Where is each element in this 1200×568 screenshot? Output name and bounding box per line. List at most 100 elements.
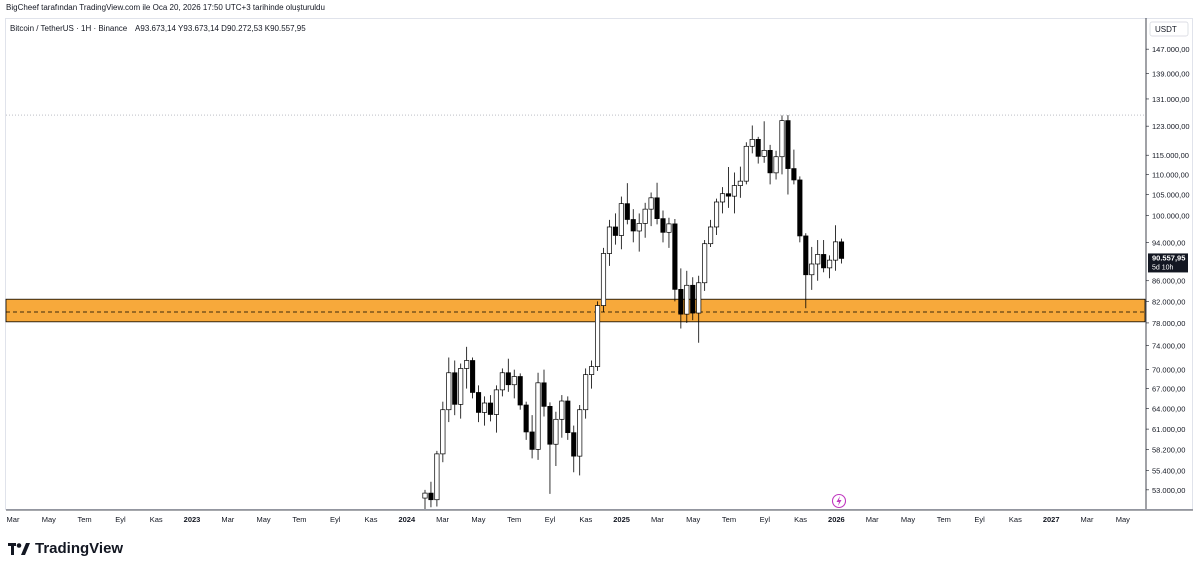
time-tick-label: May: [901, 515, 915, 524]
candle-body: [547, 406, 553, 445]
candle-42: [672, 219, 678, 302]
tradingview-brand[interactable]: TradingView: [8, 540, 123, 557]
candle-17: [523, 401, 529, 440]
candle-body: [541, 382, 547, 407]
time-tick-label: Kas: [365, 515, 378, 524]
candle-44: [684, 270, 690, 323]
candle-9: [476, 385, 482, 423]
candle-body: [815, 254, 821, 265]
candle-38: [648, 192, 654, 227]
candle-63: [797, 176, 803, 243]
candle-body: [565, 400, 571, 434]
time-tick-label: 2027: [1043, 515, 1060, 524]
candle-body: [678, 289, 684, 315]
candle-55: [749, 125, 755, 154]
candle-body: [446, 372, 452, 411]
time-tick-label: 2023: [184, 515, 201, 524]
lightning-icon: [831, 493, 847, 509]
candle-35: [630, 209, 636, 243]
candle-body: [470, 360, 476, 393]
price-tick-label: 70.000,00: [1152, 366, 1185, 375]
candle-body: [434, 453, 440, 501]
candle-body: [571, 432, 577, 457]
candle-body: [642, 208, 648, 224]
candle-60: [779, 115, 785, 175]
symbol-label[interactable]: Bitcoin / TetherUS · 1H · Binance: [10, 24, 128, 33]
candle-body: [702, 243, 708, 284]
price-tick-label: 64.000,00: [1152, 404, 1185, 413]
price-tick-label: 58.200,00: [1152, 445, 1185, 454]
time-tick-label: Tem: [78, 515, 92, 524]
price-tick-label: 67.000,00: [1152, 385, 1185, 394]
candle-body: [708, 226, 714, 245]
candle-body: [505, 372, 511, 386]
price-tick-label: 123.000,00: [1152, 122, 1190, 131]
time-tick-label: May: [42, 515, 56, 524]
candle-body: [523, 404, 529, 433]
candle-body: [535, 382, 541, 450]
candle-body: [612, 226, 618, 236]
candle-8: [470, 357, 476, 399]
last-price-badge: 90.557,95 5d 10h: [1148, 253, 1188, 273]
time-tick-label: Eyl: [545, 515, 556, 524]
candle-54: [743, 142, 749, 185]
candle-11: [487, 395, 494, 422]
price-tick-label: 139.000,00: [1152, 69, 1190, 78]
candle-body: [773, 156, 779, 174]
candle-36: [636, 213, 642, 252]
candle-37: [642, 202, 648, 238]
candle-body: [690, 284, 696, 314]
candle-body: [791, 168, 797, 181]
candle-body: [666, 223, 672, 233]
candle-14: [505, 358, 511, 392]
time-tick-label: 2024: [398, 515, 416, 524]
candle-body: [809, 263, 815, 276]
candle-64: [803, 233, 809, 309]
candle-body: [559, 400, 565, 420]
candle-62: [791, 149, 797, 185]
candle-body: [821, 254, 827, 269]
candle-26: [577, 405, 583, 476]
candle-53: [737, 166, 743, 198]
time-tick-label: Mar: [866, 515, 879, 524]
tradingview-logo-icon: [8, 542, 30, 556]
time-axis-layer: Mar May Tem Eyl Kas 2023 Mar May Tem Eyl Kas 2024 Ma…: [6, 493, 1193, 524]
candle-body: [672, 223, 678, 290]
candle-32: [612, 213, 618, 245]
candle-body: [487, 402, 494, 415]
candle-body: [684, 284, 690, 315]
candle-body: [660, 218, 666, 233]
candle-body: [440, 409, 446, 455]
price-tick-label: 55.400,00: [1152, 467, 1185, 476]
last-price-bg: [1148, 253, 1188, 273]
candle-body: [719, 193, 726, 203]
chart-legend: Bitcoin / TetherUS · 1H · Binance A93.67…: [10, 24, 312, 33]
attribution-text: BigCheef tarafından TradingView.com ile …: [6, 3, 325, 12]
candle-body: [767, 150, 773, 174]
time-tick-label: May: [471, 515, 485, 524]
chart-frame[interactable]: [5, 18, 1193, 510]
candle-57: [761, 121, 767, 163]
candle-69: [832, 225, 839, 271]
candle-body: [511, 376, 517, 386]
candle-body: [713, 201, 720, 228]
candle-28: [589, 360, 595, 389]
time-tick-label: Eyl: [760, 515, 771, 524]
candle-body: [529, 431, 535, 450]
price-tick-label: 78.000,00: [1152, 319, 1185, 328]
time-tick-label: Mar: [436, 515, 449, 524]
candle-6: [458, 363, 464, 419]
candle-23: [559, 395, 565, 438]
candle-0: [422, 489, 428, 509]
time-tick-label: Mar: [221, 515, 234, 524]
horizontal-lines-layer: [6, 114, 1145, 313]
time-tick-label: May: [1116, 515, 1130, 524]
candle-body: [428, 492, 434, 501]
candle-body: [696, 282, 702, 314]
candle-7: [464, 346, 470, 389]
candle-24: [565, 396, 571, 440]
candle-43: [678, 268, 684, 329]
time-tick-label: Eyl: [115, 515, 126, 524]
support-zone-layer: [5, 298, 1146, 323]
